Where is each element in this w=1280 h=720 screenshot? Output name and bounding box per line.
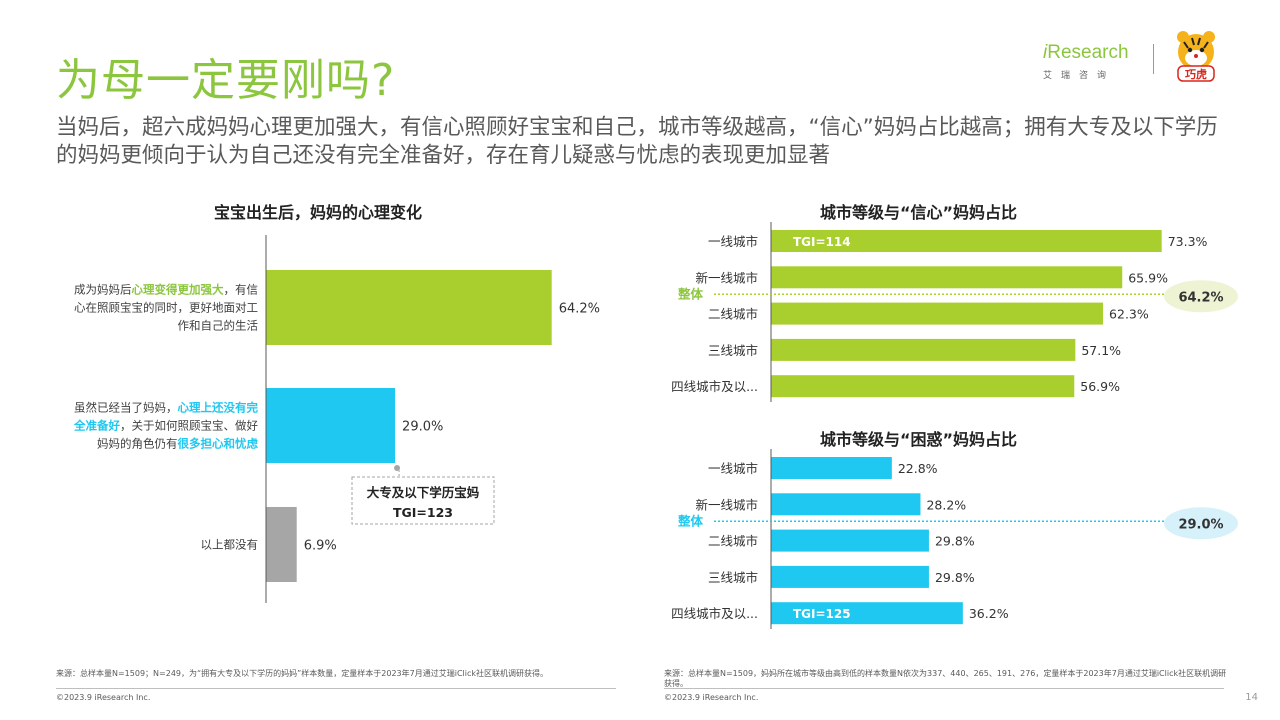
chart2-tgi-label: TGI=114 — [793, 235, 851, 249]
chart3-overall-bubble — [1164, 507, 1238, 540]
chart3-value-label-1: 28.2% — [926, 497, 966, 512]
chart1-category-segment-1-2-1: 很多担心和忧虑 — [177, 437, 259, 451]
chart3-value-label-0: 22.8% — [898, 461, 938, 476]
chart2-category-label-3: 三线城市 — [708, 343, 758, 358]
chart2-category-label-1: 新一线城市 — [695, 270, 758, 285]
chart2-category-label-4: 四线城市及以... — [671, 379, 758, 394]
chart1-mother-mental-change: 64.2%成为妈妈后心理变得更加强大，有信心在照顾宝宝的同时，更好地面对工作和自… — [73, 235, 600, 603]
chart2-category-label-2: 二线城市 — [708, 307, 758, 322]
logo-subtext: 艾瑞咨询 — [1043, 71, 1116, 81]
chart1-category-label-0-line-2: 作和自己的生活 — [178, 319, 259, 333]
chart3-tgi-label: TGI=125 — [793, 607, 851, 621]
chart2-value-label-2: 62.3% — [1109, 307, 1149, 322]
right-source-note: 来源：总样本量N=1509，妈妈所在城市等级由高到低的样本数量N依次为337、4… — [664, 669, 1227, 688]
chart3-value-label-4: 36.2% — [969, 606, 1009, 621]
chart3-category-label-1: 新一线城市 — [695, 497, 758, 512]
chart2-bar-0 — [771, 230, 1162, 252]
chart3-overall-value: 29.0% — [1178, 517, 1223, 532]
chart1-category-segment-0-2-0: 作和自己的生活 — [178, 319, 259, 333]
left-copyright: ©2023.9 iResearch Inc. — [56, 693, 151, 702]
logo-text: Research — [1047, 42, 1129, 63]
chart3-title: 城市等级与“困惑”妈妈占比 — [820, 430, 1018, 449]
page-subtitle: 当妈后，超六成妈妈心理更加强大，有信心照顾好宝宝和自己，城市等级越高，“信心”妈… — [56, 115, 1218, 168]
chart1-category-label-1-line-0: 虽然已经当了妈妈，心理上还没有完 — [74, 401, 258, 415]
chart1-title: 宝宝出生后，妈妈的心理变化 — [214, 203, 423, 222]
chart2-bar-3 — [771, 338, 1076, 361]
chart1-value-label-0: 64.2% — [559, 302, 600, 317]
chart1-category-label-2-line-0: 以上都没有 — [201, 538, 259, 552]
chart2-value-label-4: 56.9% — [1080, 379, 1120, 394]
chart3-bar-4 — [771, 602, 963, 625]
page-title: 为母一定要刚吗? — [56, 55, 396, 106]
chart3-bar-2 — [771, 529, 929, 552]
chart2-bar-1 — [771, 266, 1123, 289]
chart1-category-segment-0-0-2: ，有信 — [224, 283, 259, 297]
chart1-value-label-1: 29.0% — [402, 420, 443, 435]
chart1-category-segment-1-2-0: 妈妈的角色仍有 — [97, 437, 178, 451]
chart2-title: 城市等级与“信心”妈妈占比 — [820, 203, 1018, 222]
chart3-bar-0 — [771, 457, 892, 479]
chart3-category-label-2: 二线城市 — [708, 534, 758, 549]
chart1-value-label-2: 6.9% — [304, 539, 337, 554]
chart1-category-label-0-line-1: 心在照顾宝宝的同时，更好地面对工 — [74, 301, 258, 315]
chart2-value-label-3: 57.1% — [1081, 343, 1121, 358]
chart1-category-segment-1-1-1: ，关于如何照顾宝宝、做好 — [120, 419, 258, 433]
chart3-bar-1 — [771, 493, 921, 516]
chart1-category-segment-0-0-0: 成为妈妈后 — [74, 283, 132, 297]
logo-divider — [1153, 44, 1154, 74]
qiaohu-logo-icon: 巧虎 — [1177, 31, 1215, 82]
chart1-category-label-1-line-1: 全准备好，关于如何照顾宝宝、做好 — [73, 419, 258, 433]
chart3-value-label-3: 29.8% — [935, 570, 975, 585]
chart3-category-label-4: 四线城市及以... — [671, 606, 758, 621]
chart1-category-label-1-line-2: 妈妈的角色仍有很多担心和忧虑 — [97, 437, 258, 451]
right-note-divider — [664, 688, 1224, 689]
chart3-overall-label: 整体 — [678, 513, 704, 528]
left-note-divider — [56, 688, 616, 689]
chart2-overall-label: 整体 — [678, 286, 704, 301]
chart1-category-segment-2-0-0: 以上都没有 — [201, 538, 259, 552]
chart1-bar-1 — [266, 388, 396, 463]
chart1-callout-value: TGI=123 — [393, 505, 453, 520]
chart3-category-label-3: 三线城市 — [708, 570, 758, 585]
chart3-category-label-0: 一线城市 — [708, 461, 758, 476]
chart1-category-segment-0-1-0: 心在照顾宝宝的同时，更好地面对工 — [74, 301, 258, 315]
chart3-confusion-by-city: 一线城市 22.8% 新一线城市 28.2% 二线城市 29.8% 三线城市 29.8% 四线城… — [671, 449, 1238, 629]
chart1-category-segment-1-0-1: 心理上还没有完 — [178, 401, 259, 415]
chart2-confidence-by-city: 一线城市 73.3% TGI=114 新一线城市 65.9% 二线城市 62.3% 三线城市 5… — [671, 222, 1238, 402]
chart2-overall-bubble — [1164, 280, 1238, 313]
left-source-note: 来源：总样本量N=1509；N=249，为“拥有大专及以下学历的妈妈”样本数量，… — [56, 669, 549, 678]
chart1-bar-0 — [266, 270, 552, 345]
chart3-bar-3 — [771, 565, 929, 588]
chart2-category-label-0: 一线城市 — [708, 234, 758, 249]
chart1-category-segment-1-1-0: 全准备好 — [73, 419, 120, 433]
chart2-overall-value: 64.2% — [1178, 290, 1223, 305]
chart2-value-label-0: 73.3% — [1168, 234, 1208, 249]
logo-i: i — [1043, 42, 1048, 63]
chart3-value-label-2: 29.8% — [935, 534, 975, 549]
chart2-bar-2 — [771, 302, 1104, 325]
chart1-category-segment-0-0-1: 心理变得更加强大 — [132, 283, 224, 297]
chart2-value-label-1: 65.9% — [1128, 270, 1168, 285]
iresearch-logo: iResearch 艾瑞咨询 — [1043, 42, 1143, 84]
chart1-callout-box — [351, 476, 495, 525]
brand-text: 巧虎 — [1185, 67, 1207, 81]
chart1-category-segment-1-0-0: 虽然已经当了妈妈， — [74, 401, 178, 415]
page-number: 14 — [1245, 692, 1258, 703]
chart1-category-label-0-line-0: 成为妈妈后心理变得更加强大，有信 — [74, 283, 258, 297]
right-copyright: ©2023.9 iResearch Inc. — [664, 693, 759, 702]
chart1-callout-title: 大专及以下学历宝妈 — [367, 485, 480, 500]
chart2-bar-4 — [771, 375, 1075, 398]
chart1-bar-2 — [266, 507, 297, 582]
